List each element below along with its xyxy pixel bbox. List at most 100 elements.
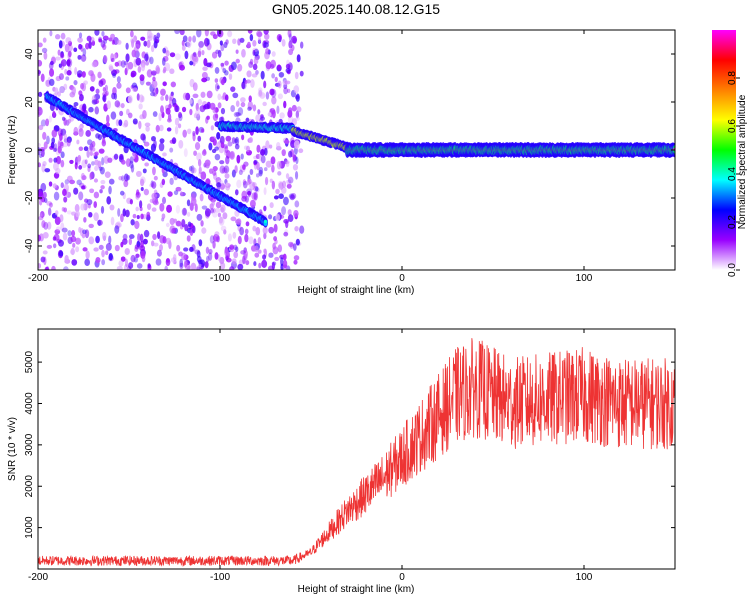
spectrogram-noise-cell [186,235,191,242]
snr-panel: -200 -100 0 100 1000 2000 3000 4000 5000 Height… [7,328,676,595]
spectrogram-noise-cell [274,76,278,83]
spectrogram-noise-cell [178,251,183,257]
spectrogram-noise-cell [66,210,72,215]
spectrogram-noise-cell [193,55,199,63]
spectrogram-noise-cell [73,80,78,86]
spectrogram-noise-cell [235,58,240,64]
spectrogram-noise-cell [220,142,225,149]
spectrogram-noise-cell [283,231,289,237]
spectrogram-noise-cell [201,50,205,56]
spectrogram-noise-cell [130,254,136,263]
spectrogram-noise-cell [66,175,73,182]
spectrogram-noise-cell [78,32,83,39]
spectrogram-noise-cell [170,81,177,88]
spectrogram-noise-cell [125,42,129,50]
spectrogram-noise-cell [54,216,61,225]
spectrogram-noise-cell [270,88,277,98]
spectrogram-noise-cell [173,253,177,262]
spectrogram-noise-cell [70,247,75,256]
spectrogram-noise-cell [237,263,244,270]
spectrogram-noise-cell [236,179,242,189]
spectrogram-noise-cell [63,133,68,141]
spectrogram-noise-cell [42,161,47,167]
spectrogram-noise-cell [193,55,199,64]
spectrogram-noise-cell [49,202,53,208]
spectrogram-noise-cell [63,196,68,203]
spectrogram-noise-cell [150,70,157,76]
spectrogram-noise-cell [224,248,229,257]
spectrogram-noise-cell [104,171,111,178]
spectrogram-noise-cell [224,173,230,179]
spectrogram-noise-cell [249,168,254,176]
spectrogram-noise-cell [82,229,87,235]
spectrogram-band-core [263,219,268,224]
spectrogram-noise-cell [174,30,180,35]
spectrogram-noise-cell [230,216,237,222]
spectrogram-noise-cell [269,178,273,183]
spectrogram-noise-cell [215,207,221,213]
spectrogram-noise-cell [161,213,166,220]
spectrogram-noise-cell [66,138,71,147]
spectrogram-noise-cell [122,123,128,128]
spectrogram-noise-cell [293,255,300,261]
spectrogram-noise-cell [108,185,112,195]
spectrogram-noise-cell [198,41,204,49]
spectrogram-noise-cell [40,148,45,158]
spectrogram-noise-cell [67,118,72,124]
spectrogram-noise-cell [228,73,233,80]
spectrogram-noise-cell [255,173,260,178]
spectrogram-noise-cell [271,164,275,173]
snr-y-tick-label: 1000 [24,516,35,539]
spectrogram-noise-cell [275,188,280,195]
spectrogram-noise-cell [131,49,137,58]
spectrogram-noise-cell [136,215,140,220]
spectrogram-noise-cell [257,36,262,44]
spectrogram-noise-cell [60,182,64,189]
spectrogram-noise-cell [146,69,153,78]
spectrogram-noise-cell [287,209,292,216]
spectrogram-noise-cell [40,119,47,127]
spectrogram-noise-cell [120,256,126,262]
spectrogram-noise-cell [151,80,158,89]
spectrogram-noise-cell [220,107,226,115]
spectrogram-noise-cell [244,228,249,235]
spectrogram-noise-cell [59,85,65,94]
spectrogram-noise-cell [38,70,41,75]
spectrogram-noise-cell [38,59,43,67]
spectrogram-noise-cell [84,159,88,165]
spectrogram-noise-cell [245,117,250,123]
spectrogram-noise-cell [292,37,297,44]
spectrogram-noise-cell [78,125,83,132]
spectrogram-noise-cell [288,48,294,56]
spectrogram-noise-cell [235,246,239,252]
spectrogram-noise-cell [126,174,131,181]
spectrogram-noise-cell [206,90,213,99]
spectrogram-noise-cell [253,159,258,165]
spectrogram-noise-cell [246,190,252,196]
spectrogram-noise-cell [132,213,137,219]
spectrogram-noise-cell [235,100,240,107]
spectrogram-noise-cell [52,243,57,249]
spectrogram-noise-cell [80,54,87,62]
spectrogram-noise-cell [112,72,117,78]
spectrogram-noise-cell [231,137,236,145]
spectrogram-noise-cell [155,124,160,133]
spectrogram-noise-cell [62,232,68,241]
spectrogram-noise-cell [162,236,167,244]
spectrogram-noise-cell [134,220,140,230]
spectrogram-noise-cell [137,233,141,242]
spectrogram-noise-cell [44,266,49,270]
spectrogram-noise-cell [257,249,262,254]
spectrogram-noise-cell [240,102,246,108]
spectrogram-noise-cell [216,85,220,90]
spectrogram-noise-cell [146,211,151,218]
spectrogram-noise-cell [224,60,229,66]
spectrogram-noise-cell [166,118,172,123]
spectrogram-noise-cell [195,108,200,118]
spectrogram-noise-cell [295,156,299,165]
spectrogram-noise-cell [263,80,267,89]
spectrogram-noise-cell [41,47,48,53]
spectrogram-noise-cell [201,149,207,156]
spectrogram-noise-cell [283,100,287,109]
spectrogram-noise-cell [190,53,196,63]
